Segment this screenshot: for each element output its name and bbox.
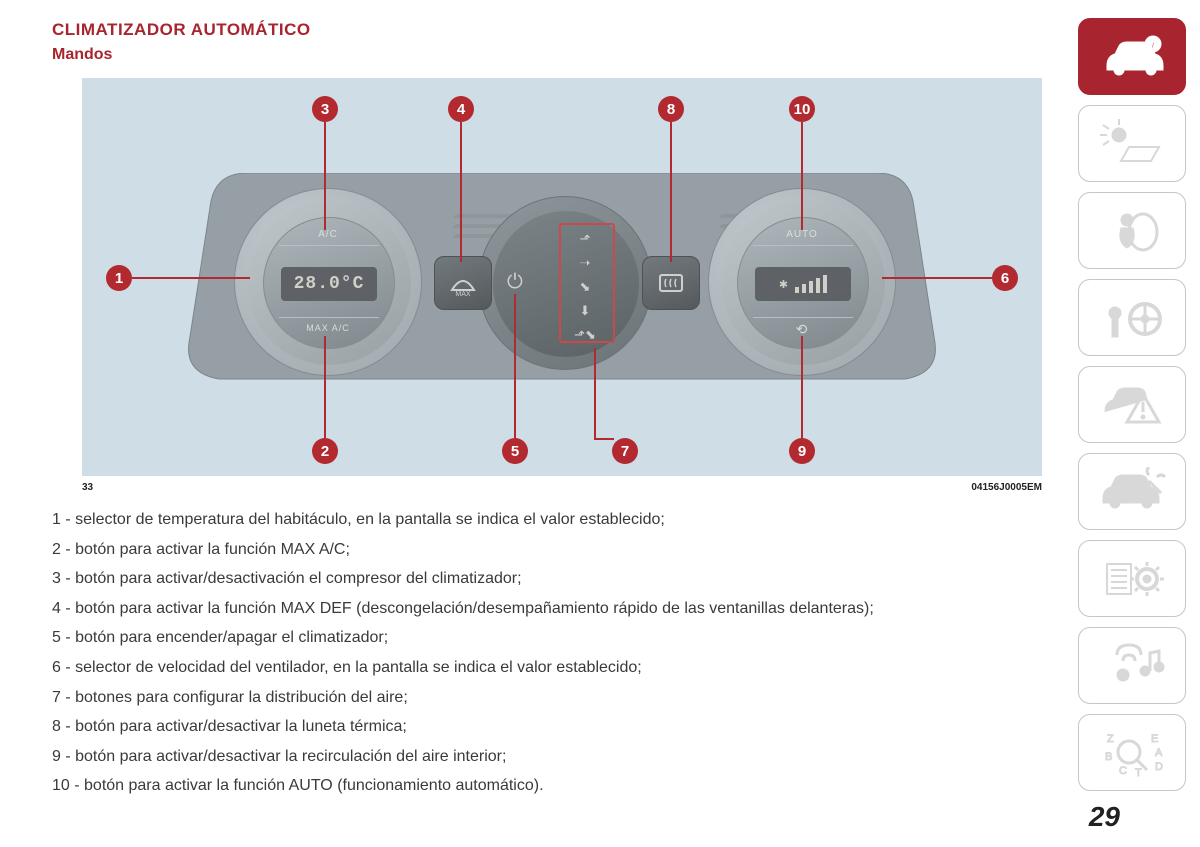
callout-1: 1 <box>106 265 132 291</box>
page-number: 29 <box>1089 801 1120 833</box>
tab-technical-data[interactable] <box>1078 540 1186 617</box>
callout-6: 6 <box>992 265 1018 291</box>
legend-item: 5 - botón para encender/apagar el climat… <box>52 623 1062 653</box>
legend-item: 7 - botones para configurar la distribuc… <box>52 683 1062 713</box>
temperature-display: 28.0°C <box>281 267 377 301</box>
tab-warning[interactable] <box>1078 366 1186 443</box>
tab-start-drive[interactable] <box>1078 279 1186 356</box>
callout-5: 5 <box>502 438 528 464</box>
callout-8: 8 <box>658 96 684 122</box>
legend-item: 6 - selector de velocidad del ventilador… <box>52 653 1062 683</box>
legend-item: 9 - botón para activar/desactivar la rec… <box>52 742 1062 772</box>
legend-item: 1 - selector de temperatura del habitácu… <box>52 505 1062 535</box>
figure-index: 33 <box>82 482 93 493</box>
legend-item: 10 - botón para activar la función AUTO … <box>52 771 1062 801</box>
figure-code: 04156J0005EM <box>971 482 1042 493</box>
legend-item: 3 - botón para activar/desactivación el … <box>52 564 1062 594</box>
section-title: CLIMATIZADOR AUTOMÁTICO <box>52 20 1062 40</box>
tab-safety[interactable] <box>1078 192 1186 269</box>
callout-3: 3 <box>312 96 338 122</box>
callout-4: 4 <box>448 96 474 122</box>
figure-panel: A/C 28.0°C MAX A/C AUTO ✱ <box>82 78 1042 476</box>
tab-maintenance[interactable] <box>1078 453 1186 530</box>
section-subtitle: Mandos <box>52 46 1062 64</box>
tab-index[interactable]: ZBCT EAD <box>1078 714 1186 791</box>
temperature-dial: A/C 28.0°C MAX A/C <box>234 188 422 376</box>
svg-text:MAX: MAX <box>455 291 471 296</box>
callout-7: 7 <box>612 438 638 464</box>
callout-10: 10 <box>789 96 815 122</box>
svg-text:T: T <box>1135 767 1142 778</box>
airflow-highlight <box>559 223 615 343</box>
callout-9: 9 <box>789 438 815 464</box>
legend-item: 2 - botón para activar la función MAX A/… <box>52 535 1062 565</box>
svg-text:D: D <box>1155 761 1163 773</box>
sidebar-tabs: i ZBCT EAD <box>1078 18 1186 791</box>
svg-text:Z: Z <box>1107 733 1114 745</box>
legend-item: 4 - botón para activar la función MAX DE… <box>52 594 1062 624</box>
auto-label: AUTO <box>709 229 895 240</box>
legend-list: 1 - selector de temperatura del habitácu… <box>52 505 1062 801</box>
tab-lights[interactable] <box>1078 105 1186 182</box>
fan-display: ✱ <box>755 267 851 301</box>
tab-multimedia[interactable] <box>1078 627 1186 704</box>
legend-item: 8 - botón para activar/desactivar la lun… <box>52 712 1062 742</box>
max-ac-label: MAX A/C <box>235 323 421 333</box>
rear-defrost-button <box>642 256 700 310</box>
callout-2: 2 <box>312 438 338 464</box>
airflow-dial: ⏻ ⬏ ➝ ⬊ ⬇ ⬏⬊ <box>478 196 652 370</box>
power-icon: ⏻ <box>507 271 523 294</box>
svg-text:E: E <box>1151 733 1158 745</box>
tab-vehicle-info[interactable]: i <box>1078 18 1186 95</box>
svg-text:A: A <box>1155 747 1163 759</box>
svg-text:C: C <box>1119 765 1127 777</box>
max-def-button: MAX <box>434 256 492 310</box>
svg-text:B: B <box>1105 751 1112 763</box>
ac-label: A/C <box>235 229 421 240</box>
